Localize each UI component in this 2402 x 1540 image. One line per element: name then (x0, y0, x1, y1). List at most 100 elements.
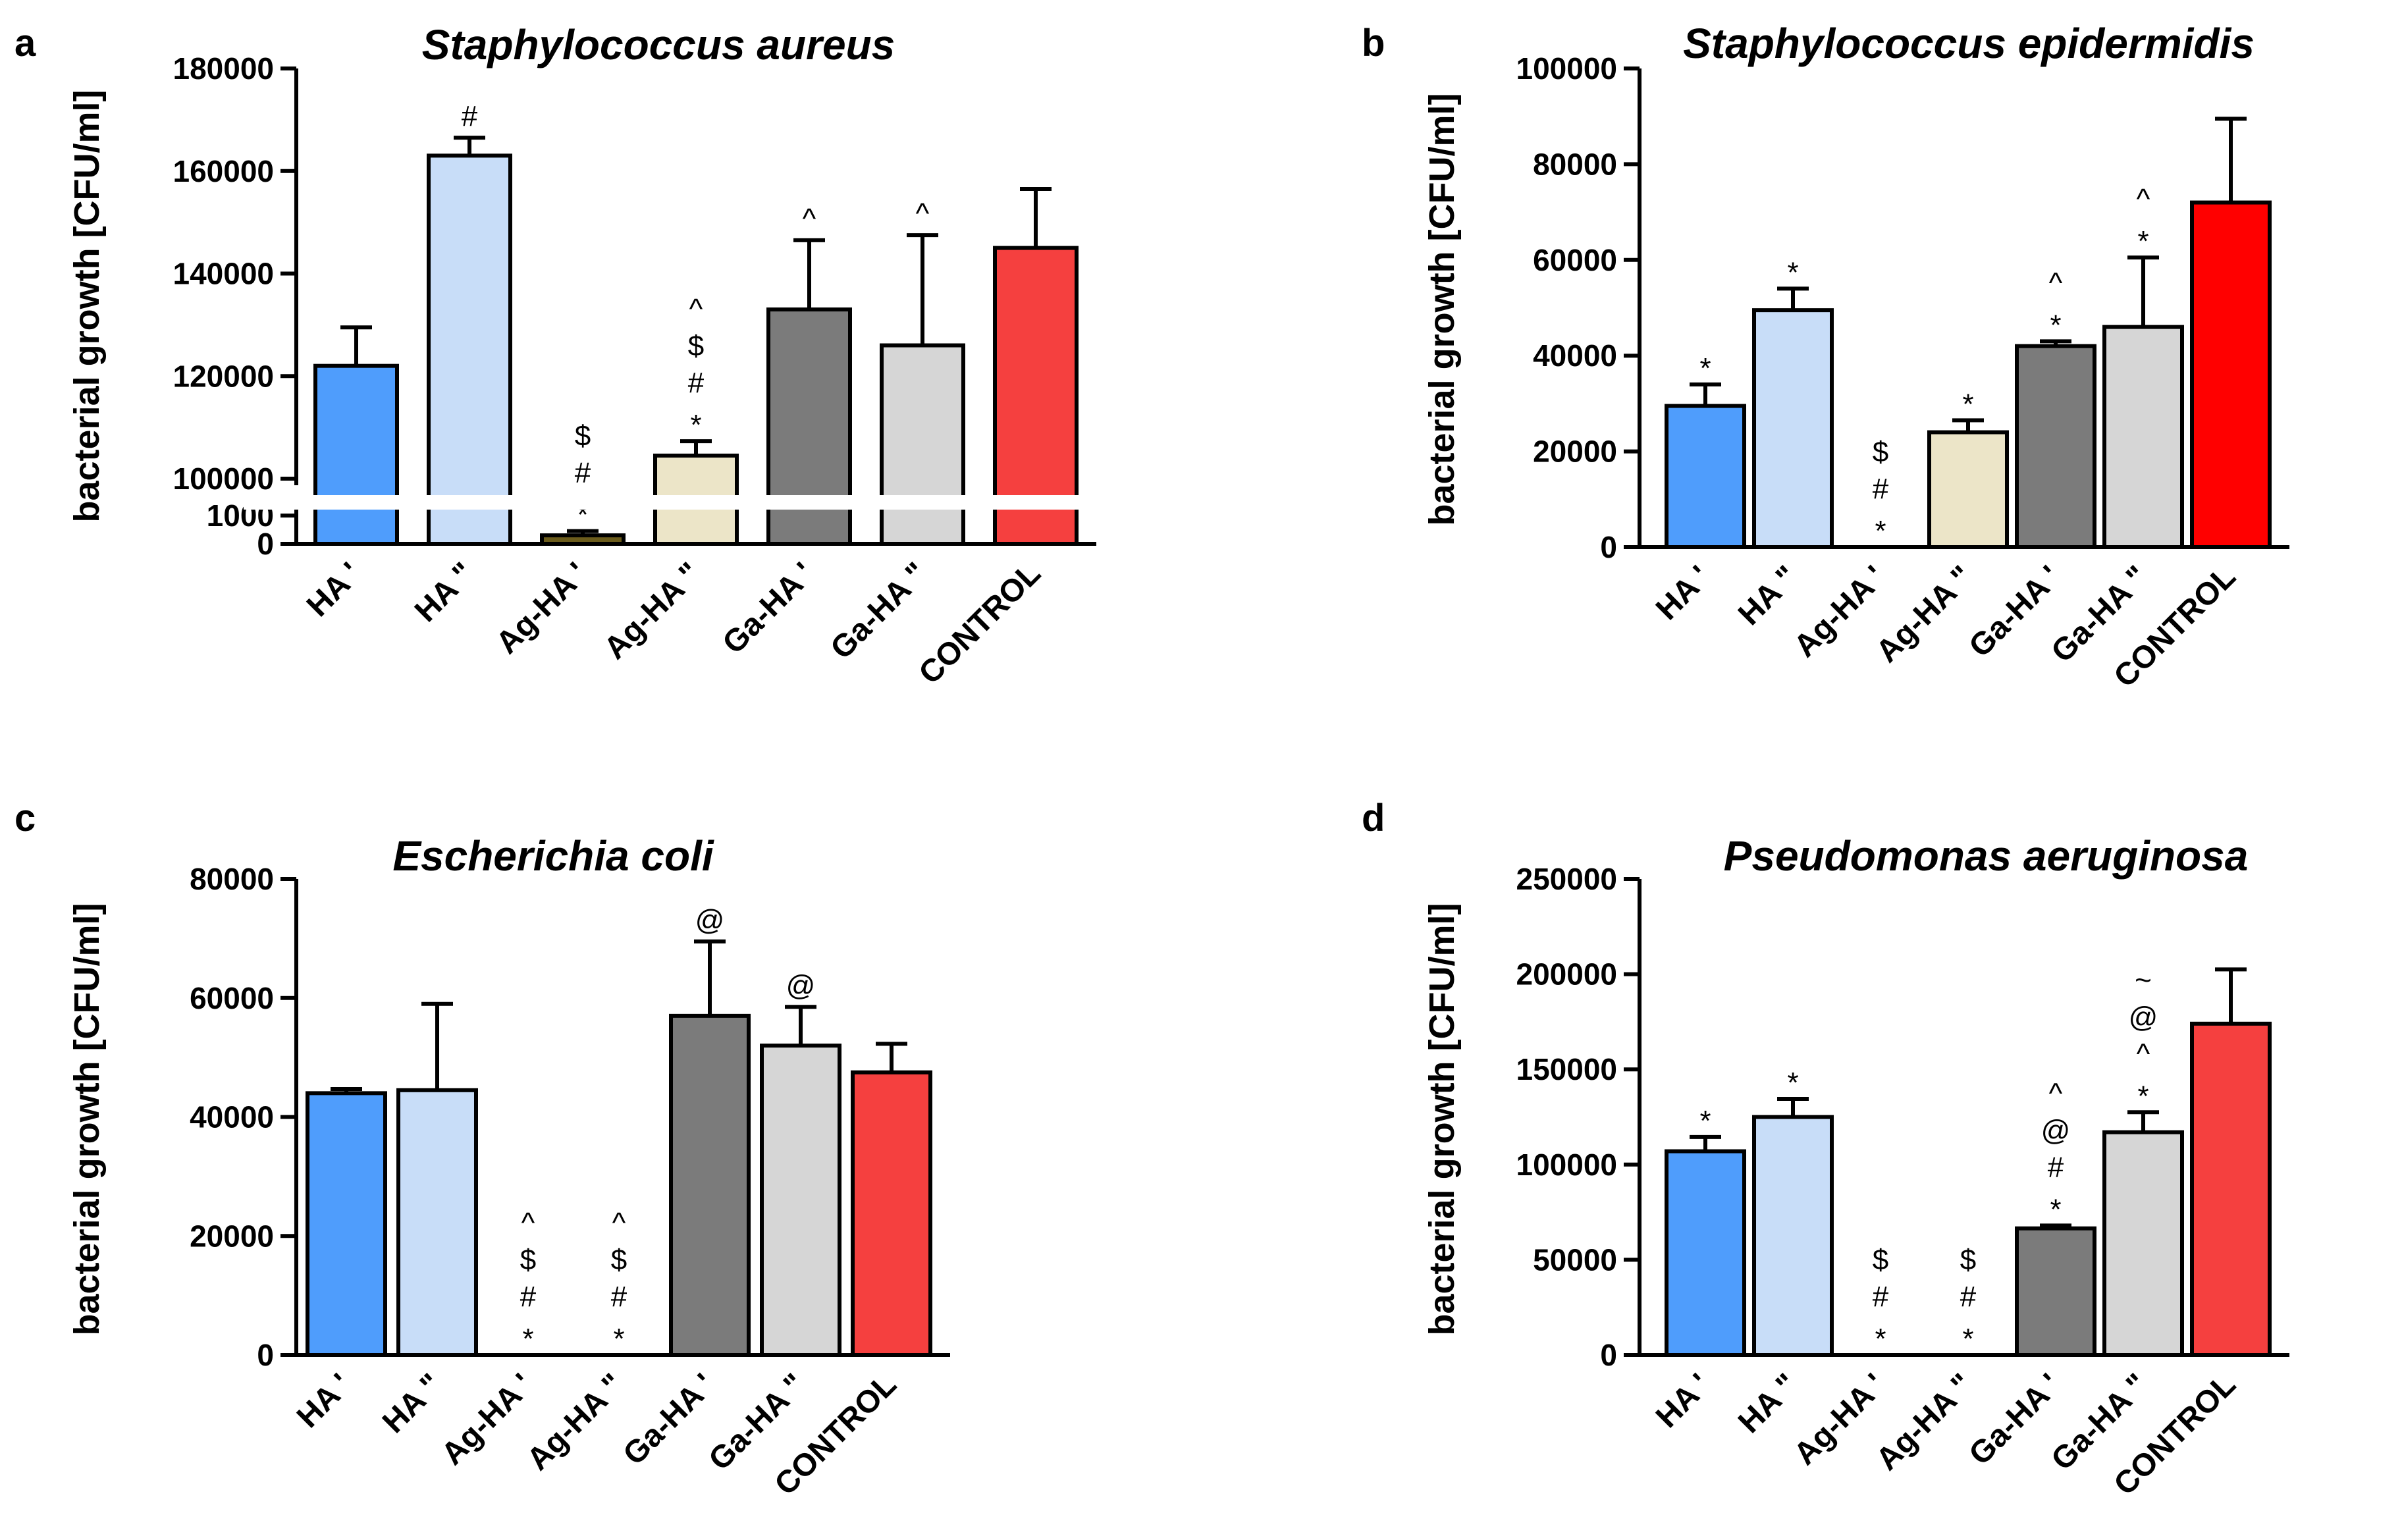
x-tick-label: Ag-HA " (597, 556, 707, 666)
panel-c: c Escherichia coli bacterial growth [CFU/m… (14, 797, 950, 1502)
bar (1752, 308, 1834, 549)
significance-mark: $ (1873, 436, 1888, 468)
bar (669, 1013, 751, 1358)
significance-mark: $ (1873, 1244, 1888, 1276)
x-tick-label: HA ' (1649, 559, 1717, 627)
y-tick-label: 100000 (1516, 1148, 1618, 1182)
significance-mark: * (522, 1323, 533, 1355)
significance-mark: * (2137, 1080, 2148, 1112)
y-axis-label: bacterial growth [CFU/ml] (1422, 903, 1462, 1335)
significance-mark: * (1787, 256, 1798, 288)
panel-letter: b (1362, 22, 1385, 65)
x-tick-label: HA ' (300, 556, 368, 624)
significance-mark: $ (520, 1244, 536, 1276)
significance-mark: ~ (2135, 964, 2152, 996)
significance-mark: * (2050, 309, 2061, 341)
bar (396, 1088, 478, 1358)
significance-mark: ^ (689, 293, 703, 325)
significance-mark: $ (688, 330, 704, 362)
y-tick-label: 20000 (1533, 435, 1617, 469)
significance-mark: @ (2041, 1114, 2071, 1146)
panel-letter: d (1362, 797, 1385, 839)
significance-mark: # (2048, 1151, 2064, 1183)
chart-title: Escherichia coli (392, 832, 714, 880)
bar (2190, 1021, 2272, 1357)
y-tick-label: 0 (257, 527, 274, 561)
significance-mark: # (1873, 473, 1889, 505)
y-tick-label: 160000 (173, 154, 275, 188)
significance-mark: @ (2129, 1001, 2158, 1033)
panel-d: d Pseudomonas aeruginosa bacterial growth … (1362, 797, 2289, 1502)
axis-break-gap (244, 495, 1116, 510)
y-tick-label: 140000 (173, 257, 275, 291)
bar (880, 343, 965, 546)
chart-title: Staphylococcus aureus (422, 21, 895, 68)
x-tick-label: HA " (408, 556, 481, 629)
bar (2102, 325, 2184, 549)
y-tick-label: 0 (1600, 530, 1617, 564)
significance-mark: ^ (916, 198, 930, 230)
x-tick-label: Ag-HA ' (489, 556, 594, 660)
y-tick-label: 40000 (1533, 338, 1617, 373)
x-tick-label: HA " (376, 1367, 449, 1440)
y-tick-label: 60000 (190, 981, 274, 1015)
x-tick-label: Ag-HA " (1869, 1367, 1979, 1477)
y-tick-label: 0 (1600, 1338, 1617, 1372)
x-tick-label: CONTROL (912, 556, 1047, 691)
y-tick-label: 180000 (173, 51, 275, 86)
bar (1665, 1149, 1746, 1358)
bar (2102, 1130, 2184, 1357)
y-tick-label: 80000 (1533, 147, 1617, 181)
significance-mark: # (611, 1281, 627, 1313)
y-tick-label: 80000 (190, 862, 274, 896)
significance-mark: ^ (2049, 267, 2063, 299)
significance-mark: * (1787, 1067, 1798, 1099)
bar (1752, 1115, 1834, 1357)
bar (851, 1070, 932, 1357)
significance-mark: ^ (2137, 183, 2150, 215)
significance-mark: * (613, 1323, 624, 1355)
panel-letter: a (14, 22, 36, 65)
significance-mark: @ (695, 904, 725, 936)
x-tick-label: Ga-HA ' (716, 556, 820, 660)
chart-title: Pseudomonas aeruginosa (1724, 832, 2249, 880)
x-tick-label: HA ' (290, 1367, 358, 1435)
significance-mark: * (1699, 1105, 1711, 1137)
y-tick-label: 100000 (173, 462, 275, 496)
x-tick-label: HA " (1732, 1367, 1805, 1440)
significance-mark: # (1960, 1281, 1977, 1313)
significance-mark: * (2050, 1193, 2061, 1225)
significance-mark: ^ (803, 203, 816, 235)
y-tick-label: 60000 (1533, 243, 1617, 277)
y-axis-label: bacterial growth [CFU/ml] (67, 90, 107, 522)
bar (760, 1044, 841, 1358)
significance-mark: * (1962, 388, 1973, 420)
x-tick-label: HA " (1732, 559, 1805, 632)
y-tick-label: 100000 (1516, 51, 1618, 86)
significance-mark: ^ (521, 1207, 535, 1239)
significance-mark: * (1875, 1323, 1886, 1355)
x-tick-label: Ag-HA " (520, 1367, 630, 1477)
y-tick-label: 50000 (1533, 1242, 1617, 1277)
significance-mark: # (1873, 1281, 1889, 1313)
significance-mark: # (688, 367, 705, 399)
y-tick-label: 40000 (190, 1100, 274, 1134)
bar (306, 1091, 387, 1357)
significance-mark: * (1875, 515, 1886, 547)
significance-mark: # (575, 457, 591, 489)
y-axis-label: bacterial growth [CFU/ml] (1422, 93, 1462, 525)
y-axis-label: bacterial growth [CFU/ml] (67, 903, 107, 1335)
significance-mark: # (462, 100, 478, 132)
bar (2190, 200, 2272, 549)
x-tick-label: Ag-HA " (1869, 559, 1979, 669)
significance-mark: ^ (2049, 1077, 2063, 1109)
bar (2015, 1226, 2096, 1357)
y-tick-label: 200000 (1516, 957, 1618, 992)
bar (427, 153, 512, 546)
chart-title: Staphylococcus epidermidis (1683, 20, 2255, 67)
significance-mark: * (1962, 1323, 1973, 1355)
significance-mark: * (690, 409, 701, 441)
x-tick-label: Ga-HA " (824, 556, 934, 666)
y-tick-label: 150000 (1516, 1052, 1618, 1086)
